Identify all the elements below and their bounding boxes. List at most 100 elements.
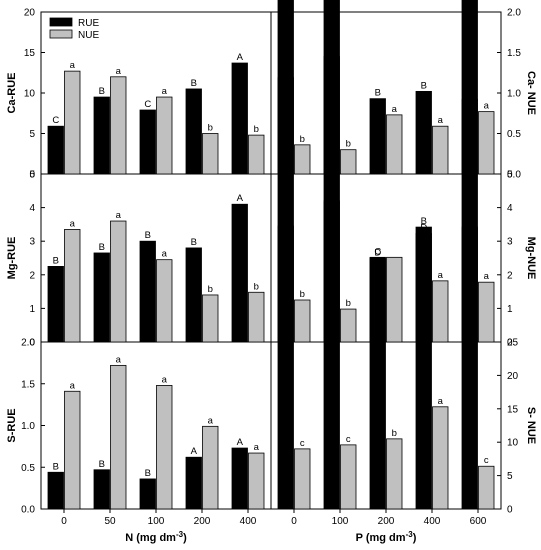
bar-rue <box>461 0 478 510</box>
left-axis-tick-label: 2.0 <box>21 338 35 349</box>
bar-rue <box>231 447 248 510</box>
bar-nue <box>248 452 265 510</box>
bar-letter-nue: a <box>116 354 122 365</box>
right-y-axis-label: Ca- NUE <box>525 71 537 115</box>
right-axis-tick-label: 1 <box>507 304 513 315</box>
left-y-axis-label: Ca-RUE <box>6 73 18 114</box>
bar-letter-nue: c <box>346 434 351 445</box>
x-axis-label: P (mg dm-3) <box>356 530 417 544</box>
x-axis-tick-label: 0 <box>291 516 297 527</box>
x-axis-tick-label: 600 <box>470 516 487 527</box>
left-axis-tick-label: 0.5 <box>21 463 35 474</box>
left-y-axis-label: Mg-RUE <box>6 237 18 280</box>
left-axis-tick-label: 1.5 <box>21 379 35 390</box>
right-axis-tick-label: 3 <box>507 237 513 248</box>
bar-letter-rue: A <box>237 437 244 448</box>
bar-nue <box>294 299 311 343</box>
bar-rue <box>139 478 156 510</box>
right-axis-tick-label: 10 <box>507 438 519 449</box>
left-axis-tick-label: 0 <box>29 338 35 349</box>
bar-nue <box>340 444 357 510</box>
bar-nue <box>64 390 81 510</box>
bar-nue <box>110 76 127 175</box>
right-axis-tick-label: 0.5 <box>507 129 521 140</box>
bar-letter-nue: a <box>438 270 444 281</box>
bar-nue <box>156 96 173 175</box>
right-axis-tick-label: 1.0 <box>507 89 521 100</box>
right-axis-tick-label: 0 <box>507 338 513 349</box>
left-y-axis-label: S-RUE <box>6 408 18 442</box>
bar-rue <box>231 62 248 175</box>
bar-letter-rue: A <box>237 193 244 204</box>
right-axis-tick-label: 2.0 <box>507 8 521 19</box>
bar-letter-nue: a <box>484 101 490 112</box>
legend-swatch <box>49 29 73 39</box>
right-y-axis-label: Mg-NUE <box>525 237 537 280</box>
x-axis-label: N (mg dm-3) <box>125 530 187 544</box>
right-y-axis-label: S- NUE <box>525 407 537 444</box>
bar-rue <box>47 125 64 175</box>
bar-nue <box>248 291 265 343</box>
right-axis-tick-label: 15 <box>507 404 519 415</box>
left-axis-tick-label: 3 <box>29 237 35 248</box>
bar-nue <box>64 229 81 343</box>
bar-nue <box>386 438 403 510</box>
bar-letter-nue: a <box>438 115 444 126</box>
bar-letter-nue: b <box>254 124 259 135</box>
bar-letter-rue: A <box>191 446 198 457</box>
bar-nue <box>478 465 495 510</box>
bar-letter-rue: C <box>374 246 381 257</box>
bar-letter-rue: B <box>53 461 59 472</box>
bar-letter-rue: D <box>420 222 427 233</box>
left-axis-tick-label: 0.0 <box>21 505 35 516</box>
bar-letter-rue: D <box>374 248 381 259</box>
bar-nue <box>294 448 311 510</box>
right-axis-tick-label: 25 <box>507 338 519 349</box>
left-axis-tick-label: 0 <box>29 170 35 181</box>
x-axis-tick-label: 400 <box>240 516 257 527</box>
bar-letter-nue: b <box>300 289 305 300</box>
bar-nue <box>478 281 495 343</box>
bar-letter-rue: B <box>375 88 381 99</box>
bar-letter-nue: a <box>208 415 214 426</box>
bar-nue <box>340 308 357 343</box>
bar-letter-rue: B <box>191 78 197 89</box>
bar-letter-nue: a <box>484 271 490 282</box>
right-axis-tick-label: 5 <box>507 471 513 482</box>
x-axis-tick-label: 200 <box>378 516 395 527</box>
bar-nue <box>432 406 449 510</box>
bar-letter-nue: b <box>254 281 259 292</box>
right-axis-tick-label: 5 <box>507 170 513 181</box>
bar-letter-nue: b <box>346 298 351 309</box>
bar-letter-nue: b <box>208 284 213 295</box>
bar-letter-rue: B <box>421 80 427 91</box>
left-axis-tick-label: 5 <box>29 129 35 140</box>
left-axis-tick-label: 4 <box>29 203 35 214</box>
bar-letter-nue: a <box>116 210 122 221</box>
bar-letter-nue: a <box>70 60 76 71</box>
left-axis-tick-label: 15 <box>24 48 36 59</box>
bar-letter-nue: c <box>484 455 489 466</box>
bar-nue <box>340 149 357 175</box>
right-axis-tick-label: 4 <box>507 203 513 214</box>
bar-letter-rue: C <box>144 99 151 110</box>
left-axis-tick-label: 5 <box>29 170 35 181</box>
bar-nue <box>294 144 311 175</box>
x-axis-tick-label: 0 <box>61 516 67 527</box>
bar-rue <box>93 469 110 510</box>
x-axis-tick-label: 100 <box>148 516 165 527</box>
bar-letter-rue: B <box>53 255 59 266</box>
x-axis-tick-label: 50 <box>104 516 116 527</box>
bar-nue <box>386 114 403 175</box>
bar-nue <box>248 134 265 175</box>
bar-rue <box>415 90 432 175</box>
left-axis-tick-label: 20 <box>24 8 36 19</box>
bar-letter-rue: B <box>99 459 105 470</box>
bar-nue <box>110 364 127 510</box>
bar-letter-nue: b <box>300 134 305 145</box>
right-axis-tick-label: 1.5 <box>507 48 521 59</box>
right-axis-tick-label: 2 <box>507 270 513 281</box>
bar-nue <box>156 385 173 510</box>
bar-rue <box>277 0 294 510</box>
